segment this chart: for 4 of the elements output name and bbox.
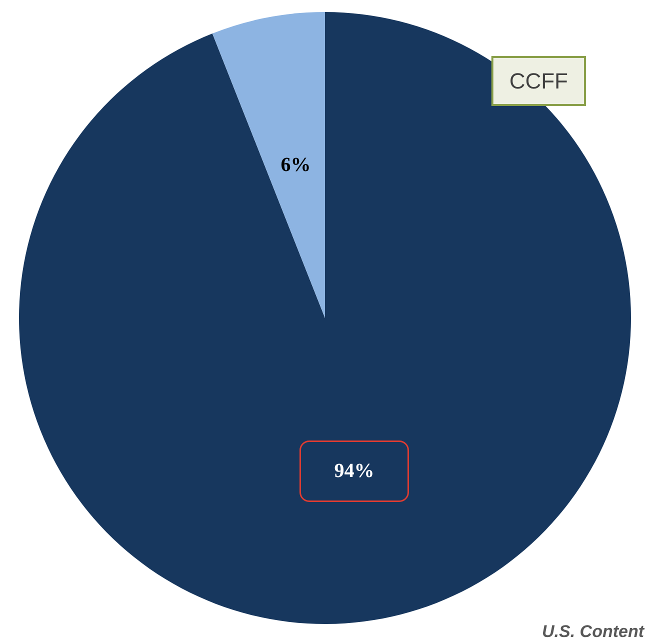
data-label: 94% bbox=[334, 460, 374, 482]
data-label: 6% bbox=[280, 154, 311, 176]
text: CCFF bbox=[509, 68, 568, 94]
text: U.S. Content bbox=[542, 622, 646, 641]
